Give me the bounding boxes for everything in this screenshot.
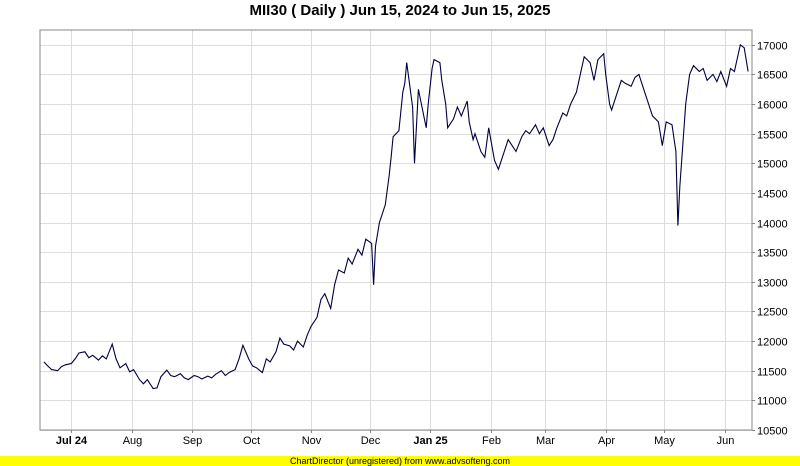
- y-tick-label: 15000: [757, 159, 788, 171]
- y-tick-label: 12500: [757, 307, 788, 319]
- x-tick-label: Jun: [717, 435, 735, 447]
- x-tick-label: Jul 24: [56, 435, 88, 447]
- y-tick-label: 14500: [757, 189, 788, 201]
- y-gridlines: [40, 45, 752, 431]
- x-tick-label: Feb: [482, 435, 501, 447]
- footer-bar: ChartDirector (unregistered) from www.ad…: [0, 456, 800, 466]
- y-tick-label: 17000: [757, 41, 788, 53]
- y-tick-label: 13000: [757, 278, 788, 290]
- x-tick-label: May: [654, 435, 675, 447]
- x-tick-label: Sep: [183, 435, 203, 447]
- x-tick-label: Apr: [598, 435, 615, 447]
- x-tick-label: Jan 25: [413, 435, 447, 447]
- x-tick-label: Nov: [302, 435, 322, 447]
- series-line: [43, 43, 749, 390]
- y-tick-label: 12000: [757, 337, 788, 349]
- y-tick-label: 16000: [757, 100, 788, 112]
- footer-text: ChartDirector (unregistered) from www.ad…: [289, 456, 511, 466]
- x-axis: Jul 24 Aug Sep Oct Nov Dec Jan 25 Feb Mar Apr May J…: [56, 430, 734, 447]
- y-tick-label: 10500: [757, 426, 788, 438]
- y-tick-label: 11500: [757, 367, 787, 379]
- y-tick-label: 11000: [757, 396, 787, 408]
- plot-area: [40, 30, 752, 430]
- chart-title: MII30 ( Daily ) Jun 15, 2024 to Jun 15, …: [249, 2, 551, 19]
- y-axis: 10500 11000 11500 12000 12500 13000 13500 14000…: [752, 41, 788, 438]
- y-tick-label: 14000: [757, 219, 788, 231]
- x-tick-label: Aug: [123, 435, 143, 447]
- x-tick-label: Dec: [361, 435, 381, 447]
- plot-frame: [39, 29, 753, 431]
- y-tick-label: 15500: [757, 130, 788, 142]
- x-tick-label: Mar: [536, 435, 555, 447]
- x-tick-label: Oct: [243, 435, 260, 447]
- y-tick-label: 13500: [757, 248, 788, 260]
- line-chart: 10500 11000 11500 12000 12500 13000 13500 14000…: [39, 29, 788, 447]
- y-tick-label: 16500: [757, 70, 788, 82]
